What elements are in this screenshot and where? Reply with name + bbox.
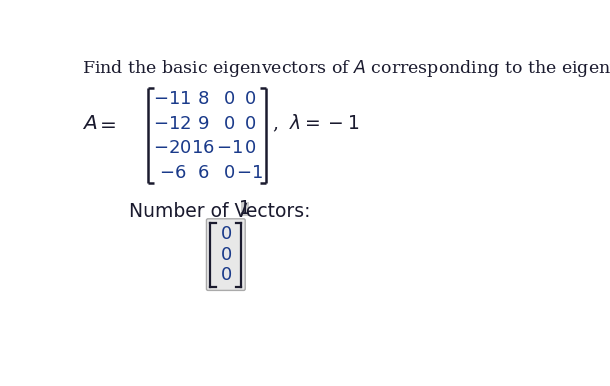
Text: $0$: $0$: [220, 266, 232, 284]
Text: $0$: $0$: [223, 90, 235, 108]
Text: $-20$: $-20$: [153, 139, 192, 157]
FancyBboxPatch shape: [206, 219, 245, 290]
Text: ,  $\lambda = -1$: , $\lambda = -1$: [271, 113, 359, 134]
Text: $-11$: $-11$: [153, 90, 192, 108]
Text: $16$: $16$: [192, 139, 215, 157]
FancyBboxPatch shape: [240, 202, 249, 216]
Text: $8$: $8$: [197, 90, 209, 108]
Text: $0$: $0$: [223, 164, 235, 182]
Text: $0$: $0$: [244, 139, 256, 157]
Text: $-1$: $-1$: [215, 139, 242, 157]
Text: $0$: $0$: [220, 245, 232, 264]
Text: $A$: $A$: [82, 114, 98, 133]
Text: 1: 1: [239, 199, 251, 218]
Text: $-1$: $-1$: [237, 164, 264, 182]
Text: Number of Vectors:: Number of Vectors:: [129, 202, 317, 221]
Text: $-12$: $-12$: [153, 115, 192, 133]
Text: Find the basic eigenvectors of $A$ corresponding to the eigenvalue $\lambda$.: Find the basic eigenvectors of $A$ corre…: [82, 57, 610, 79]
Text: $0$: $0$: [244, 90, 256, 108]
Text: $-6$: $-6$: [159, 164, 186, 182]
Text: $6$: $6$: [197, 164, 209, 182]
Text: $0$: $0$: [223, 115, 235, 133]
Text: $=$: $=$: [96, 114, 117, 133]
Text: $0$: $0$: [220, 225, 232, 243]
Text: $0$: $0$: [244, 115, 256, 133]
Text: $9$: $9$: [197, 115, 209, 133]
